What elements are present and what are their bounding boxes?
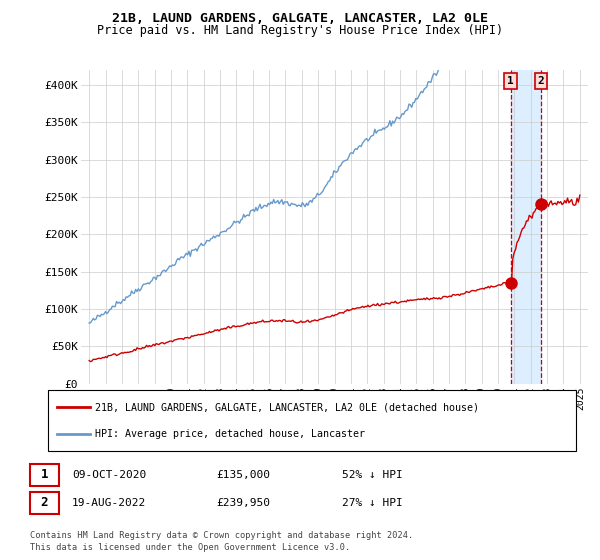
Text: 27% ↓ HPI: 27% ↓ HPI — [342, 498, 403, 508]
Text: HPI: Average price, detached house, Lancaster: HPI: Average price, detached house, Lanc… — [95, 429, 365, 439]
Text: £239,950: £239,950 — [216, 498, 270, 508]
Text: 09-OCT-2020: 09-OCT-2020 — [72, 470, 146, 480]
Text: 2: 2 — [41, 496, 48, 510]
Text: £135,000: £135,000 — [216, 470, 270, 480]
Text: 1: 1 — [507, 76, 514, 86]
Text: This data is licensed under the Open Government Licence v3.0.: This data is licensed under the Open Gov… — [30, 543, 350, 552]
Text: 21B, LAUND GARDENS, GALGATE, LANCASTER, LA2 0LE (detached house): 21B, LAUND GARDENS, GALGATE, LANCASTER, … — [95, 402, 479, 412]
Text: 1: 1 — [41, 468, 48, 482]
Text: 52% ↓ HPI: 52% ↓ HPI — [342, 470, 403, 480]
Bar — [511, 70, 541, 384]
Text: 19-AUG-2022: 19-AUG-2022 — [72, 498, 146, 508]
Text: 21B, LAUND GARDENS, GALGATE, LANCASTER, LA2 0LE: 21B, LAUND GARDENS, GALGATE, LANCASTER, … — [112, 12, 488, 25]
Text: 2: 2 — [538, 76, 544, 86]
Text: Price paid vs. HM Land Registry's House Price Index (HPI): Price paid vs. HM Land Registry's House … — [97, 24, 503, 36]
Text: Contains HM Land Registry data © Crown copyright and database right 2024.: Contains HM Land Registry data © Crown c… — [30, 531, 413, 540]
